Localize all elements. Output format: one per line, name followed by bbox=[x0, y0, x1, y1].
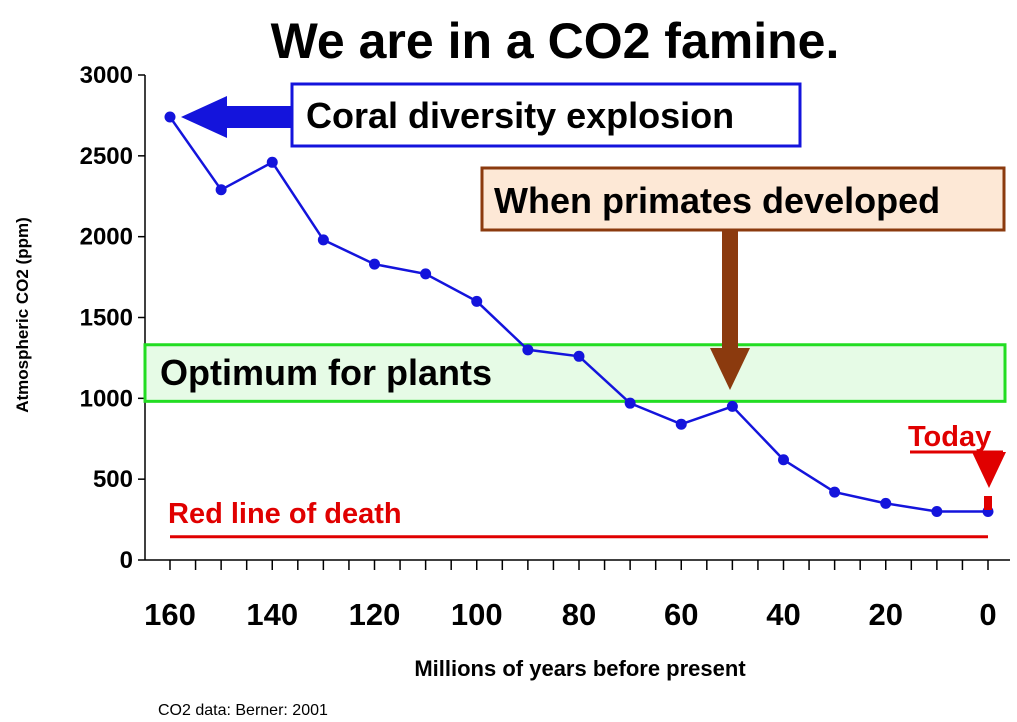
data-point bbox=[829, 486, 841, 498]
coral-arrow bbox=[181, 96, 297, 138]
data-point bbox=[266, 156, 278, 168]
x-axis-label: Millions of years before present bbox=[414, 656, 746, 681]
data-point bbox=[369, 258, 380, 270]
source-note: CO2 data: Berner: 2001 bbox=[158, 702, 328, 719]
data-point bbox=[778, 454, 789, 466]
x-tick-label: 0 bbox=[979, 597, 996, 632]
y-tick-label: 500 bbox=[93, 466, 133, 493]
data-point bbox=[522, 344, 534, 356]
y-tick-label: 2000 bbox=[80, 224, 133, 251]
data-point bbox=[471, 295, 483, 307]
data-point bbox=[726, 400, 738, 412]
coral-label: Coral diversity explosion bbox=[306, 95, 734, 136]
primates-box bbox=[480, 166, 1006, 232]
today-label: Today bbox=[908, 421, 991, 453]
data-point bbox=[880, 497, 892, 509]
data-point bbox=[624, 397, 636, 409]
y-tick-label: 1500 bbox=[80, 305, 133, 332]
optimum-label: Optimum for plants bbox=[160, 352, 492, 393]
data-point bbox=[675, 418, 687, 430]
x-tick-label: 40 bbox=[766, 597, 800, 632]
today-arrow bbox=[972, 452, 1006, 488]
primates-arrow-shaft bbox=[722, 230, 738, 348]
y-tick-label: 2500 bbox=[80, 143, 133, 170]
x-tick-label: 80 bbox=[562, 597, 596, 632]
primates-label: When primates developed bbox=[494, 180, 940, 221]
x-tick-label: 140 bbox=[246, 597, 298, 632]
x-tick-label: 20 bbox=[869, 597, 903, 632]
x-tick-label: 120 bbox=[349, 597, 401, 632]
series-points bbox=[164, 111, 994, 517]
y-axis-label: Atmospheric CO2 (ppm) bbox=[13, 217, 32, 413]
data-point bbox=[573, 350, 585, 362]
data-point bbox=[164, 111, 176, 123]
chart-title: We are in a CO2 famine. bbox=[271, 13, 840, 69]
today-marker bbox=[984, 496, 992, 510]
y-ticks: 0 500 1000 1500 2000 2500 3000 bbox=[80, 62, 145, 574]
primates-arrow-head bbox=[710, 348, 750, 390]
x-tick-label: 160 bbox=[144, 597, 196, 632]
data-point bbox=[317, 234, 329, 246]
y-tick-label: 0 bbox=[120, 547, 133, 574]
data-point bbox=[215, 184, 227, 196]
data-point bbox=[420, 268, 432, 280]
x-tick-label: 60 bbox=[664, 597, 698, 632]
red-line-label: Red line of death bbox=[168, 498, 402, 530]
y-tick-label: 3000 bbox=[80, 62, 133, 89]
coral-box bbox=[290, 82, 802, 148]
y-tick-label: 1000 bbox=[80, 385, 133, 412]
data-point bbox=[931, 506, 943, 517]
x-ticks: 160 140 120 100 80 60 40 20 0 bbox=[144, 560, 997, 632]
x-tick-label: 100 bbox=[451, 597, 503, 632]
